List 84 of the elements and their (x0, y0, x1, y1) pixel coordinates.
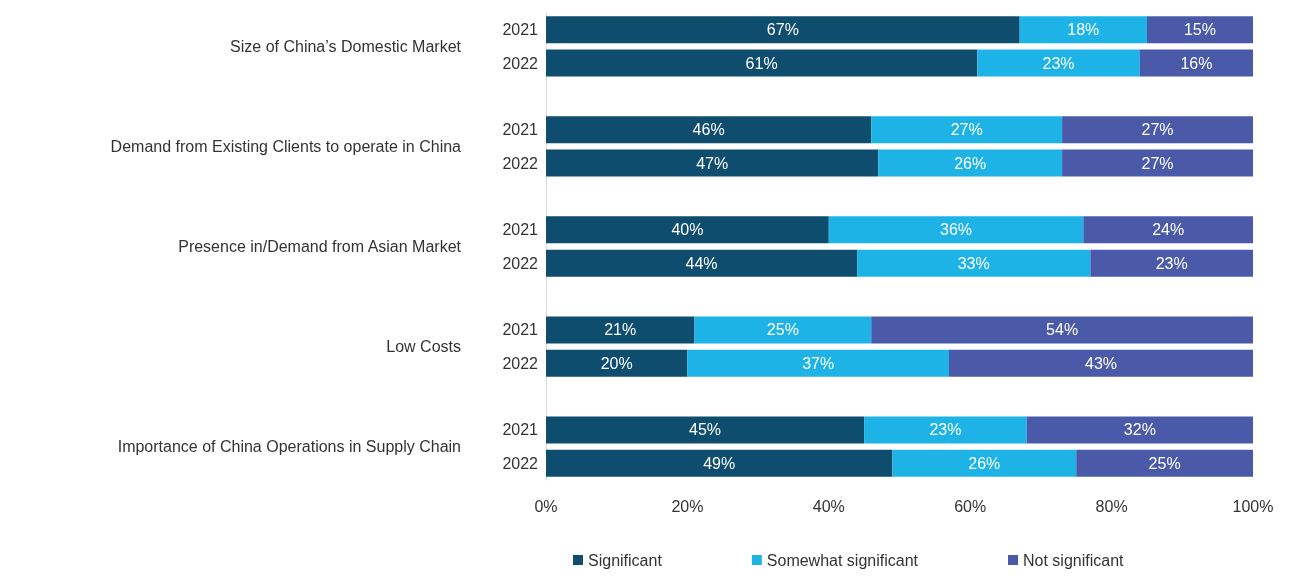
data-label: 67% (766, 21, 799, 39)
bar (546, 316, 695, 344)
bar (546, 416, 865, 444)
bar (546, 349, 688, 377)
bar (948, 349, 1253, 377)
data-label: 49% (703, 454, 736, 472)
bar (878, 149, 1063, 177)
y-tick-label: 2021 (502, 21, 539, 39)
bar (1019, 16, 1147, 44)
data-label: 26% (968, 454, 1001, 472)
y-tick-label: 2021 (502, 421, 539, 439)
bar (1062, 149, 1253, 177)
data-label: 36% (940, 221, 973, 239)
text: Size of China’s Domestic Market (230, 37, 462, 55)
data-label: 45% (689, 421, 722, 439)
x-tick-label: 100% (1232, 497, 1274, 515)
text: Importance of China Operations in Supply Chain (117, 438, 461, 456)
y-tick-label: 2022 (502, 254, 539, 272)
data-label: 18% (1067, 21, 1100, 39)
data-label: 21% (604, 321, 637, 339)
bar (546, 49, 978, 77)
data-label: 24% (1152, 221, 1185, 239)
data-label: 47% (696, 154, 729, 172)
data-label: 27% (950, 121, 983, 139)
bar (694, 316, 872, 344)
data-label: 27% (1141, 121, 1174, 139)
bar (864, 416, 1027, 444)
bar (546, 116, 872, 144)
bar (1083, 216, 1253, 244)
x-tick-label: 80% (1095, 497, 1128, 515)
data-label: 23% (1042, 54, 1075, 72)
x-tick-label: 60% (954, 497, 987, 515)
bar (546, 16, 1020, 44)
bar (546, 216, 829, 244)
text: Low Costs (386, 338, 461, 356)
x-tick-label: 20% (671, 497, 704, 515)
data-label: 32% (1123, 421, 1156, 439)
data-label: 37% (802, 354, 835, 372)
bar (1076, 449, 1253, 477)
bar (977, 49, 1140, 77)
bar (828, 216, 1084, 244)
data-label: 44% (685, 254, 718, 272)
bar (546, 249, 858, 277)
data-label: 54% (1046, 321, 1079, 339)
data-label: 46% (692, 121, 725, 139)
bar (1090, 249, 1253, 277)
data-label: 15% (1183, 21, 1216, 39)
data-label: 43% (1084, 354, 1118, 372)
y-tick-label: 2021 (502, 121, 539, 139)
data-label: 61% (745, 54, 778, 72)
y-tick-label: 2021 (502, 221, 539, 239)
bar (687, 349, 949, 377)
data-label: 25% (766, 321, 799, 339)
text: Presence in/Demand from Asian Market (178, 238, 462, 255)
x-tick-label: 0% (534, 497, 558, 515)
y-tick-label: 2022 (502, 54, 539, 72)
data-label: 16% (1180, 54, 1213, 72)
data-label: 27% (1141, 154, 1174, 172)
legend-label: Somewhat significant (766, 551, 919, 569)
bar (546, 449, 893, 477)
bar (1146, 16, 1253, 44)
bar (892, 449, 1077, 477)
bar (871, 116, 1063, 144)
bar (857, 249, 1091, 277)
bar (546, 149, 879, 177)
legend-label: Significant (588, 551, 663, 569)
text: Demand from Existing Clients to operate in China (110, 137, 462, 155)
bar (1026, 416, 1253, 444)
data-label: 26% (954, 154, 987, 172)
y-tick-label: 2021 (502, 321, 539, 339)
data-label: 40% (671, 221, 704, 239)
data-label: 33% (957, 254, 990, 272)
x-tick-label: 40% (812, 497, 845, 515)
legend-label: Not significant (1023, 551, 1125, 569)
data-label: 23% (929, 421, 962, 439)
y-tick-label: 2022 (502, 354, 539, 372)
data-label: 23% (1155, 254, 1188, 272)
bar (1139, 49, 1253, 77)
bar (1062, 116, 1253, 144)
y-tick-label: 2022 (502, 154, 539, 172)
y-tick-label: 2022 (502, 454, 539, 472)
bar (871, 316, 1253, 344)
data-label: 25% (1148, 454, 1181, 472)
data-label: 20% (600, 354, 633, 372)
